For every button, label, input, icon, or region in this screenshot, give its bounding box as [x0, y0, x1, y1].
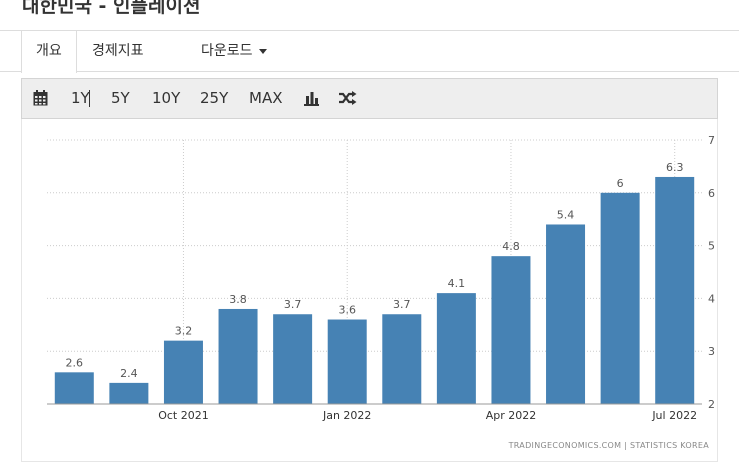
bar-chart: 2.6 2.4 3.2 3.8 3.7 3.6 3.7 4.1 4.8 5.4 6 6.3 2 3 4 5 6…: [47, 134, 715, 450]
bar[interactable]: [163, 340, 203, 404]
bar-value-label: 2.6: [66, 356, 84, 369]
bar-value-label: 5.4: [557, 208, 575, 221]
bar-value-label: 4.8: [502, 240, 520, 253]
caret-down-icon: [258, 48, 267, 54]
chart-toolbar: 1Y 5Y 10Y 25Y MAX: [21, 78, 718, 119]
bar[interactable]: [109, 382, 149, 404]
bars: [54, 176, 695, 404]
bar[interactable]: [54, 372, 94, 404]
bar-value-label: 2.4: [120, 367, 138, 380]
axes: 2 3 4 5 6 7 Oct 2021 Jan 2022 Apr 2022 Jul 2022: [47, 134, 715, 422]
bar-chart-icon[interactable]: [304, 91, 319, 106]
y-tick-label: 5: [708, 240, 715, 253]
range-25y-button[interactable]: 25Y: [200, 89, 229, 107]
x-tick-label: Oct 2021: [158, 409, 209, 422]
x-tick-label: Jul 2022: [651, 409, 697, 422]
bar[interactable]: [491, 256, 531, 404]
value-labels: 2.6 2.4 3.2 3.8 3.7 3.6 3.7 4.1 4.8 5.4 6 6.3: [66, 161, 684, 380]
bar[interactable]: [382, 314, 422, 404]
x-tick-label: Apr 2022: [486, 409, 537, 422]
tab-download-label: 다운로드: [201, 43, 253, 59]
bar-value-label: 3.7: [393, 298, 411, 311]
y-tick-label: 7: [708, 134, 715, 147]
bar[interactable]: [273, 314, 313, 404]
chart-container: 2.6 2.4 3.2 3.8 3.7 3.6 3.7 4.1 4.8 5.4 6 6.3 2 3 4 5 6…: [21, 119, 718, 462]
y-tick-label: 3: [708, 345, 715, 358]
bar[interactable]: [327, 319, 367, 404]
chart-source: TRADINGECONOMICS.COM | STATISTICS KOREA: [508, 441, 710, 450]
y-tick-label: 2: [708, 398, 715, 411]
bar-value-label: 4.1: [448, 277, 466, 290]
shuffle-icon[interactable]: [339, 91, 357, 106]
x-tick-label: Jan 2022: [322, 409, 371, 422]
bar[interactable]: [600, 192, 640, 404]
bar[interactable]: [218, 308, 258, 404]
range-1y-button[interactable]: 1Y: [71, 89, 90, 107]
y-tick-label: 4: [708, 292, 715, 305]
tab-economic-indicators[interactable]: 경제지표: [92, 43, 144, 59]
range-10y-button[interactable]: 10Y: [152, 89, 181, 107]
text-cursor: [89, 90, 90, 107]
calendar-icon[interactable]: [33, 90, 48, 106]
tab-overview[interactable]: 개요: [21, 31, 77, 73]
bar-value-label: 3.6: [338, 304, 356, 317]
bar[interactable]: [655, 176, 695, 404]
bar[interactable]: [546, 224, 586, 404]
bar-value-label: 3.8: [229, 293, 247, 306]
bar-value-label: 3.7: [284, 298, 302, 311]
tab-bar: 개요 경제지표 다운로드: [0, 30, 739, 73]
y-tick-label: 6: [708, 187, 715, 200]
bar-value-label: 6.3: [666, 161, 684, 174]
bar-value-label: 3.2: [175, 325, 193, 338]
range-max-button[interactable]: MAX: [249, 89, 283, 107]
range-5y-button[interactable]: 5Y: [111, 89, 130, 107]
page-title: 대한민국 - 인플레이션: [22, 0, 201, 17]
bar[interactable]: [436, 293, 476, 404]
tab-download[interactable]: 다운로드: [187, 31, 281, 72]
bar-value-label: 6: [617, 177, 624, 190]
